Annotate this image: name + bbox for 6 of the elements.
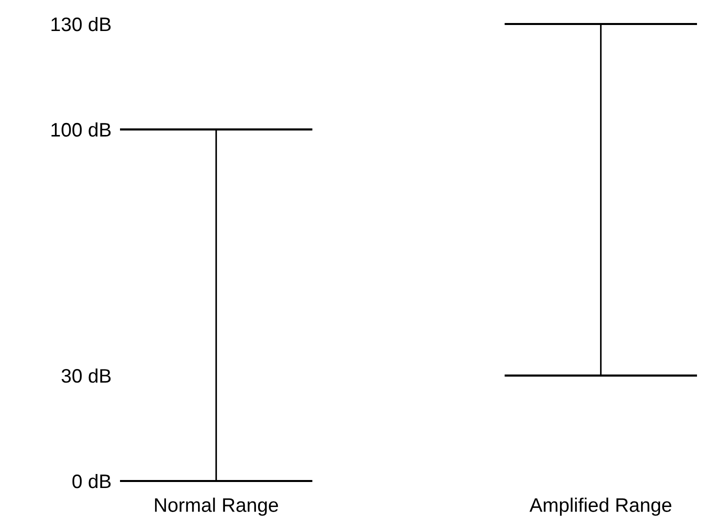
y-tick-label: 0 dB bbox=[72, 474, 111, 488]
y-tick-label: 130 dB bbox=[52, 16, 111, 32]
y-tick-label: 100 dB bbox=[52, 122, 111, 137]
x-tick-label: Normal Range bbox=[155, 498, 278, 516]
x-tick-label: Amplified Range bbox=[530, 498, 672, 516]
y-tick-label: 30 dB bbox=[62, 368, 111, 383]
